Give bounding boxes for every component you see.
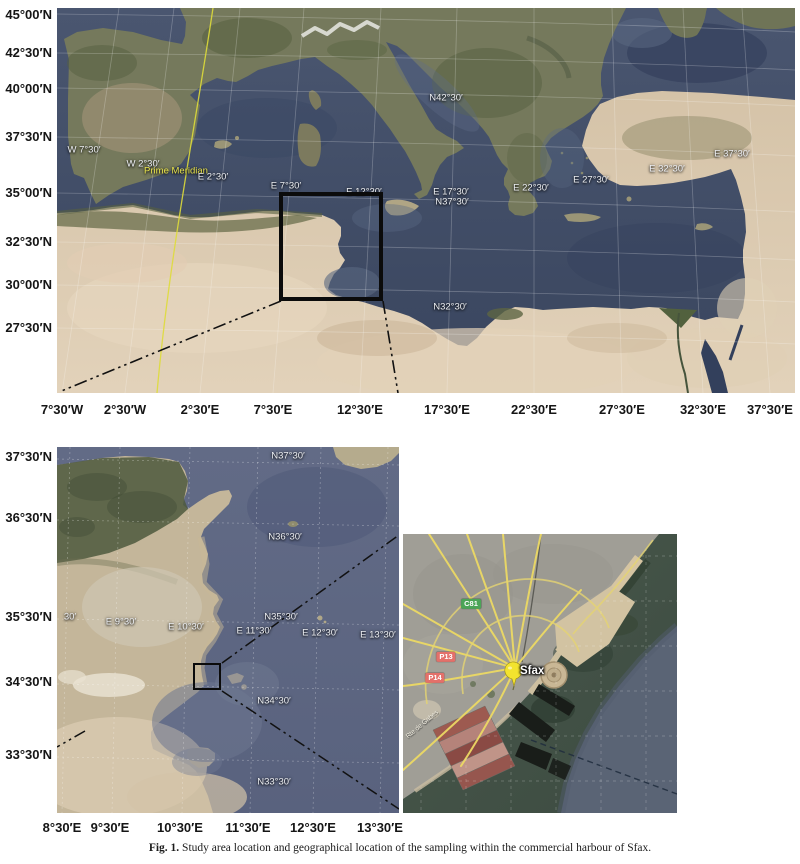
grid-label: E 32°30′ (649, 163, 685, 175)
alps-snow (300, 20, 380, 38)
road-badge-p14: P14 (425, 672, 445, 684)
lon-tick: 11°30′E (225, 820, 271, 835)
grid-label: N42°30′ (429, 92, 463, 104)
grid-label: E 13°30′ (360, 629, 396, 641)
prime-meridian-line (156, 8, 214, 393)
mediterranean-map: W 7°30′ W 2°30′ Prime Meridian E 2°30′ E… (57, 8, 795, 393)
mediterranean-satellite-image (57, 8, 795, 393)
lon-tick: 10°30′E (157, 820, 203, 835)
grid-label: E 10°30′ (168, 621, 204, 633)
prime-meridian-label: Prime Meridian (144, 165, 208, 177)
grid-label: N37°30′ (435, 196, 469, 208)
lat-tick: 37°30′N (5, 449, 52, 464)
tunisia-map: N37°30′ N36°30′ 30′ E 9°30′ E 10°30′ N35… (57, 447, 399, 813)
lat-tick: 42°30′N (5, 45, 52, 60)
grid-label: N33°30′ (257, 776, 291, 788)
grid-label: E 17°30′ (433, 186, 469, 198)
grid-label: W 7°30′ (67, 144, 101, 156)
grid-label: E 9°30′ (105, 616, 137, 628)
map-pin-icon (504, 661, 523, 691)
grid-label: E 7°30′ (270, 180, 302, 192)
grid-label: W 2°30′ (126, 158, 160, 170)
lat-tick: 36°30′N (5, 510, 52, 525)
lon-tick: 17°30′E (424, 402, 470, 417)
lat-tick: 45°00′N (5, 7, 52, 22)
inset-leader-lines (57, 534, 399, 810)
lat-tick: 35°30′N (5, 609, 52, 624)
ring-roads (424, 539, 654, 705)
lat-tick: 35°00′N (5, 185, 52, 200)
figure-caption-label: Fig. 1. (148, 842, 180, 854)
grid-label: 30′ (63, 611, 77, 623)
sfax-city-map: C81 P13 P14 Sfax Rte de Gabes (403, 534, 677, 813)
lon-tick: 12°30′E (337, 402, 383, 417)
tunisia-satellite-image (57, 447, 399, 813)
railway-line (521, 534, 542, 663)
lon-tick: 32°30′E (680, 402, 726, 417)
grid-label: E 11°30′ (236, 625, 272, 637)
lon-tick: 2°30′W (103, 402, 147, 417)
study-area-rectangle-sfax (193, 663, 221, 690)
grid-label: N34°30′ (257, 695, 291, 707)
lon-tick: 22°30′E (511, 402, 557, 417)
lon-tick: 37°30′E (747, 402, 793, 417)
lon-tick: 7°30′E (253, 402, 293, 417)
grid-label: N36°30′ (268, 531, 302, 543)
figure-caption: Fig. 1. Study area location and geograph… (0, 842, 800, 854)
lat-tick: 30°00′N (5, 277, 52, 292)
grid-label: E 22°30′ (513, 182, 549, 194)
road-badge-c81: C81 (461, 598, 481, 610)
grid-label: N32°30′ (433, 301, 467, 313)
lon-tick: 7°30′W (40, 402, 84, 417)
road-badge-p13: P13 (436, 651, 456, 663)
lon-tick: 9°30′E (90, 820, 130, 835)
grid-label: N35°30′ (264, 611, 298, 623)
lat-tick: 32°30′N (5, 234, 52, 249)
lon-tick: 8°30′E (42, 820, 82, 835)
lon-tick: 12°30′E (290, 820, 336, 835)
lon-tick: 27°30′E (599, 402, 645, 417)
lat-tick: 34°30′N (5, 674, 52, 689)
grid-label: E 12°30′ (302, 627, 338, 639)
lat-tick: 37°30′N (5, 129, 52, 144)
lat-tick: 27°30′N (5, 320, 52, 335)
lon-tick: 13°30′E (357, 820, 403, 835)
lon-tick: 2°30′E (180, 402, 220, 417)
grid-label: N37°30′ (271, 450, 305, 462)
grid-label: E 27°30′ (573, 174, 609, 186)
city-label-sfax: Sfax (520, 665, 545, 677)
grid-label: E 37°30′ (714, 148, 750, 160)
lat-tick: 33°30′N (5, 747, 52, 762)
harbour-piers (509, 684, 575, 780)
figure-caption-text: Study area location and geographical loc… (182, 842, 652, 854)
inset-leader-lines (58, 300, 399, 393)
study-area-rectangle-tunisia (279, 192, 383, 301)
grid-label: E 2°30′ (197, 171, 229, 183)
lat-tick: 40°00′N (5, 81, 52, 96)
navigation-channel-line (530, 739, 677, 795)
sfax-satellite-image (403, 534, 677, 813)
graticule (57, 8, 795, 393)
